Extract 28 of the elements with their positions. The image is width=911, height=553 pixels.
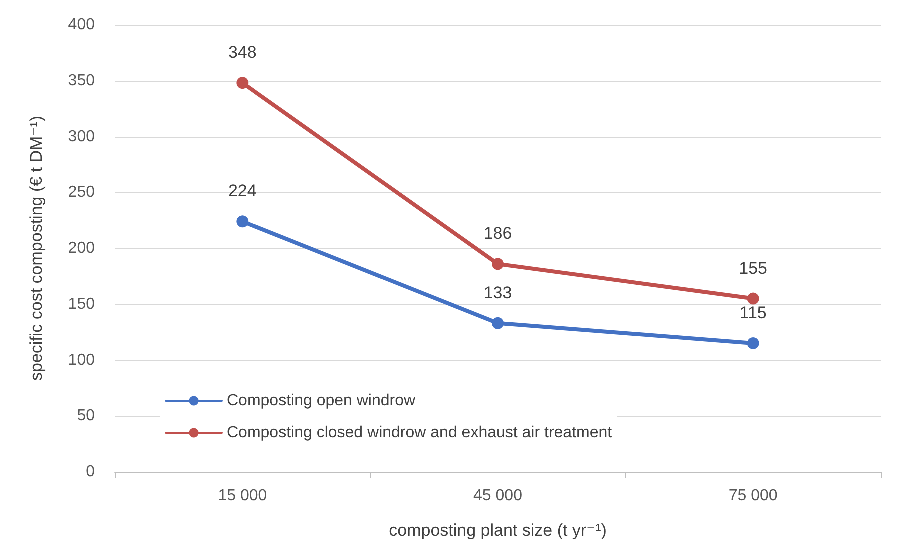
y-axis-title: specific cost composting (€ t DM⁻¹) [27,116,46,381]
point [747,337,760,350]
point [492,258,504,270]
legend-label: Composting closed windrow and exhaust air treatment [227,424,613,442]
data-label: 186 [484,224,512,244]
y-tick-label: 100 [68,352,96,369]
x-axis-title: composting plant size (t yr⁻¹) [389,521,607,540]
x-tick-label: 45 000 [474,488,523,504]
y-tick-label: 300 [68,128,96,146]
y-tick-label: 0 [86,464,96,480]
data-label: 224 [228,182,257,201]
y-tick-label: 400 [68,16,96,34]
point [236,216,249,228]
point [747,292,760,305]
y-tick-label: 150 [68,296,96,313]
legend-label: Composting open windrow [227,392,416,410]
point [492,317,504,330]
y-tick-label: 50 [77,408,96,425]
data-label: 115 [740,303,767,322]
data-label: 155 [739,258,768,278]
point [236,77,249,90]
data-label: 348 [228,43,257,62]
x-tick-label: 75 000 [728,488,778,504]
y-tick-label: 200 [68,240,96,257]
x-tick-label: 15 000 [218,488,268,504]
y-tick-label: 350 [68,72,96,90]
y-tick-label: 250 [68,184,96,202]
data-label: 133 [484,283,512,302]
